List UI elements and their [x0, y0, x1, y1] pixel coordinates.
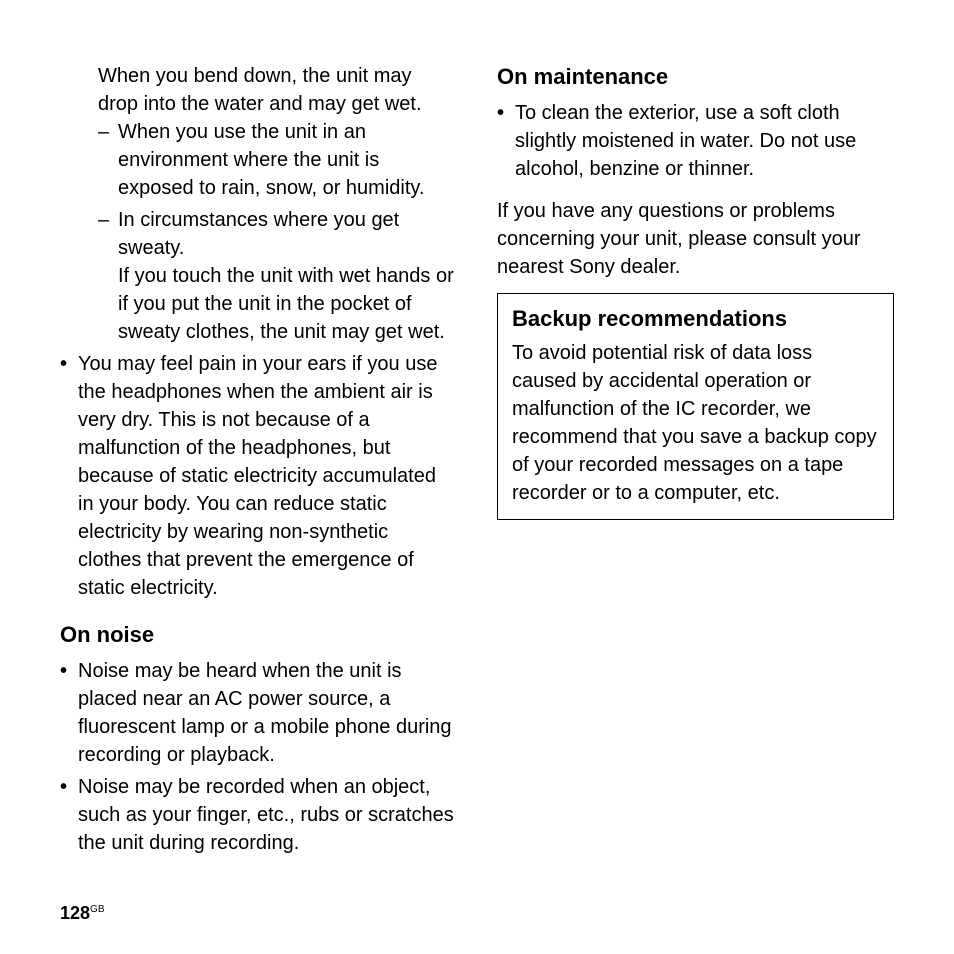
bullet-item: You may feel pain in your ears if you us… [60, 350, 457, 602]
right-column: On maintenance To clean the exterior, us… [497, 62, 894, 914]
dash-item: When you use the unit in an environment … [98, 118, 457, 202]
bullet-item: Noise may be recorded when an object, su… [60, 773, 457, 857]
bullet-item: To clean the exterior, use a soft cloth … [497, 99, 894, 183]
on-noise-heading: On noise [60, 620, 457, 651]
page-number: 128GB [60, 903, 105, 924]
continuation-block: When you bend down, the unit may drop in… [60, 62, 457, 346]
backup-box: Backup recommendations To avoid potentia… [497, 293, 894, 520]
on-maintenance-heading: On maintenance [497, 62, 894, 93]
continuation-text: When you bend down, the unit may drop in… [98, 62, 457, 118]
questions-paragraph: If you have any questions or problems co… [497, 197, 894, 281]
backup-box-heading: Backup recommendations [512, 304, 879, 335]
backup-box-body: To avoid potential risk of data loss cau… [512, 339, 879, 507]
dash-item: In circumstances where you get sweaty. I… [98, 206, 457, 346]
bullet-item: Noise may be heard when the unit is plac… [60, 657, 457, 769]
bullet-list-noise: Noise may be heard when the unit is plac… [60, 657, 457, 857]
left-column: When you bend down, the unit may drop in… [60, 62, 457, 914]
bullet-list-maintenance: To clean the exterior, use a soft cloth … [497, 99, 894, 183]
bullet-list-static: You may feel pain in your ears if you us… [60, 350, 457, 602]
page-locale: GB [90, 904, 104, 915]
page-number-value: 128 [60, 903, 90, 923]
manual-page: When you bend down, the unit may drop in… [0, 0, 954, 954]
dash-list: When you use the unit in an environment … [98, 118, 457, 346]
